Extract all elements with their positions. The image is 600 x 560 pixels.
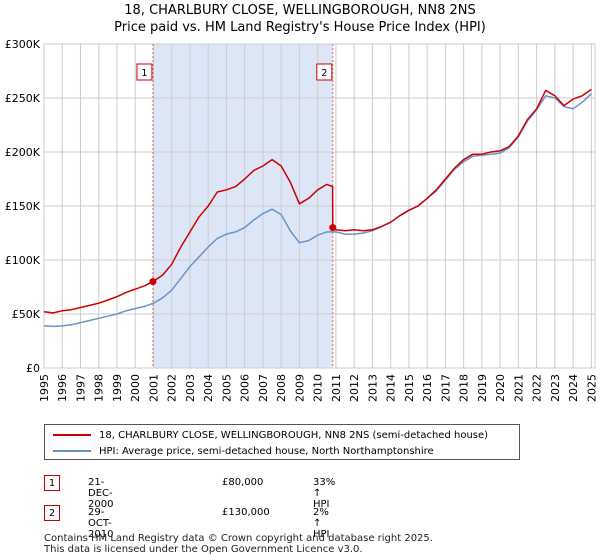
sale-label-number: 2	[321, 68, 327, 79]
y-tick-label: £50K	[12, 308, 41, 321]
x-tick-label: 2007	[257, 374, 270, 402]
legend-label-hpi: HPI: Average price, semi-detached house,…	[99, 445, 434, 457]
footer-licence: This data is licensed under the Open Gov…	[44, 544, 363, 555]
footer-copyright: Contains HM Land Registry data © Crown c…	[44, 533, 433, 544]
y-tick-label: £300K	[5, 38, 41, 51]
plot-frame	[43, 43, 596, 369]
x-tick-label: 2019	[476, 374, 489, 402]
y-tick-label: £150K	[5, 200, 41, 213]
y-tick-label: £200K	[5, 146, 41, 159]
x-tick-label: 2013	[366, 374, 379, 402]
x-tick-label: 2005	[220, 374, 233, 402]
x-tick-label: 2022	[531, 374, 544, 402]
legend-label-property: 18, CHARLBURY CLOSE, WELLINGBOROUGH, NN8…	[99, 429, 489, 441]
x-tick-label: 2009	[293, 374, 306, 402]
sale-date-1: 21-DEC-2000	[88, 477, 114, 510]
x-tick-label: 2023	[549, 374, 562, 402]
sale-point	[149, 278, 157, 286]
x-tick-label: 2001	[147, 374, 160, 402]
x-tick-label: 2024	[567, 374, 580, 402]
x-tick-label: 1997	[74, 374, 87, 402]
legend-swatch-hpi	[53, 450, 91, 452]
x-tick-label: 2012	[348, 374, 361, 402]
legend-swatch-property	[53, 434, 91, 436]
x-tick-label: 2020	[494, 374, 507, 402]
y-tick-label: £0	[26, 362, 40, 375]
y-tick-label: £100K	[5, 254, 41, 267]
x-tick-label: 2003	[184, 374, 197, 402]
x-tick-label: 2008	[275, 374, 288, 402]
sale-badge-2: 2	[44, 505, 60, 521]
sale-price-1: £80,000	[222, 477, 264, 488]
sale-label-box	[316, 63, 333, 81]
y-tick-label: £250K	[5, 92, 41, 105]
sale-hpi-2: 2% ↑ HPI	[313, 507, 330, 540]
sale-date-2: 29-OCT-2010	[88, 507, 114, 540]
x-tick-label: 2017	[439, 374, 452, 402]
x-tick-label: 2014	[385, 374, 398, 402]
x-tick-label: 2016	[421, 374, 434, 402]
x-tick-label: 2018	[458, 374, 471, 402]
property-price-line	[43, 88, 592, 314]
chart-title: 18, CHARLBURY CLOSE, WELLINGBOROUGH, NN8…	[124, 3, 476, 18]
chart-subtitle: Price paid vs. HM Land Registry's House …	[114, 20, 486, 35]
x-tick-label: 2006	[239, 374, 252, 402]
sale-price-2: £130,000	[222, 507, 270, 518]
legend-item-property: 18, CHARLBURY CLOSE, WELLINGBOROUGH, NN8…	[53, 428, 488, 442]
hpi-line	[43, 93, 592, 328]
x-tick-label: 1995	[38, 374, 51, 402]
sale-badge-1: 1	[44, 475, 60, 491]
x-tick-label: 2011	[330, 374, 343, 402]
x-tick-label: 1998	[93, 374, 106, 402]
sale-point	[329, 224, 337, 232]
x-tick-label: 1996	[56, 374, 69, 402]
sale-label-number: 1	[141, 68, 147, 79]
x-tick-label: 2015	[403, 374, 416, 402]
x-tick-label: 2004	[202, 374, 215, 402]
legend-item-hpi: HPI: Average price, semi-detached house,…	[53, 444, 434, 458]
sale-label-box	[136, 63, 153, 81]
sale-hpi-1: 33% ↑ HPI	[313, 477, 336, 510]
x-tick-label: 2025	[585, 374, 598, 402]
x-tick-label: 2000	[129, 374, 142, 402]
x-tick-label: 2002	[166, 374, 179, 402]
price-chart: £0 £50K £100K £150K £200K £250K £300K 1995 1996 1…	[5, 38, 599, 402]
chart-legend: 18, CHARLBURY CLOSE, WELLINGBOROUGH, NN8…	[44, 424, 520, 460]
x-tick-label: 1999	[111, 374, 124, 402]
x-tick-label: 2021	[512, 374, 525, 402]
x-tick-label: 2010	[312, 374, 325, 402]
